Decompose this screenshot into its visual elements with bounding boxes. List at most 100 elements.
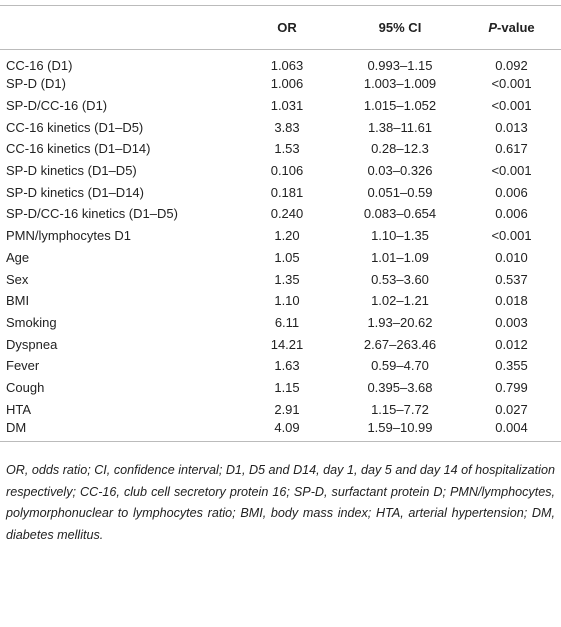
cell: 1.031 (270, 98, 304, 114)
row-label: DM (0, 420, 236, 443)
footnote: OR, odds ratio; CI, confidence interval;… (6, 463, 555, 542)
table-row: Fever 1.63 0.59–4.70 0.355 (0, 355, 561, 377)
cell: 0.003 (495, 314, 528, 330)
header-cell (0, 5, 236, 50)
table-row: Sex 1.35 0.53–3.60 0.537 (0, 268, 561, 290)
cell: 0.006 (495, 184, 528, 200)
cell: 1.38–11.61 (367, 119, 433, 135)
table-row: CC-16 kinetics (D1–D14) 1.53 0.28–12.3 0.61… (0, 138, 561, 160)
row-label: Fever (6, 358, 40, 374)
cell: 6.11 (274, 314, 300, 330)
cell: 0.617 (495, 141, 528, 157)
cell: 1.93–20.62 (367, 314, 433, 330)
table-row: HTA 2.91 1.15–7.72 0.027 (0, 398, 561, 420)
row-label: Age (6, 249, 30, 265)
cell: 0.993–1.15 (367, 58, 433, 73)
cell: 2.91 (274, 401, 300, 417)
cell: 0.59–4.70 (371, 358, 429, 374)
cell: 1.53 (274, 141, 300, 157)
cell: 1.05 (274, 249, 300, 265)
cell: 1.01–1.09 (371, 249, 429, 265)
cell: 0.012 (495, 336, 528, 352)
row-label: PMN/lymphocytes D1 (6, 228, 131, 244)
table-row: BMI 1.10 1.02–1.21 0.018 (0, 290, 561, 312)
row-label: Dyspnea (6, 336, 58, 352)
table-row: Cough 1.15 0.395–3.68 0.799 (0, 377, 561, 399)
results-table: OR 95% CI P-value CC-16 (D1) 1.063 0.993–1… (0, 5, 561, 443)
cell: <0.001 (491, 163, 532, 179)
row-label: Smoking (6, 314, 57, 330)
table-header: OR 95% CI P-value (0, 5, 561, 50)
cell: 14.21 (270, 336, 304, 352)
cell: 0.53–3.60 (371, 271, 429, 287)
cell: 0.013 (495, 119, 528, 135)
cell: 0.355 (495, 358, 528, 374)
table-row: SP-D/CC-16 kinetics (D1–D5) 0.240 0.083–0.… (0, 203, 561, 225)
cell: 0.051–0.59 (367, 184, 433, 200)
table-row: SP-D kinetics (D1–D5) 0.106 0.03–0.326 <0.0… (0, 160, 561, 182)
table-row: CC-16 kinetics (D1–D5) 3.83 1.38–11.61 0.01… (0, 116, 561, 138)
row-label: Cough (6, 379, 45, 395)
cell: 1.10–1.35 (371, 228, 429, 244)
cell: 0.28–12.3 (371, 141, 429, 157)
header-row: OR 95% CI P-value (0, 5, 561, 50)
cell: 1.15–7.72 (371, 401, 429, 417)
cell: 0.395–3.68 (367, 379, 433, 395)
table-row: Age 1.05 1.01–1.09 0.010 (0, 247, 561, 269)
cell: 0.092 (495, 58, 528, 73)
row-label: SP-D kinetics (D1–D5) (6, 163, 137, 179)
cell: 1.015–1.052 (363, 98, 437, 114)
cell: 0.018 (495, 293, 528, 309)
cell: 4.09 (236, 420, 338, 443)
cell: 0.010 (495, 249, 528, 265)
cell: 1.10 (274, 293, 300, 309)
cell: 1.006 (270, 76, 304, 92)
table-row: PMN/lymphocytes D1 1.20 1.10–1.35 <0.001 (0, 225, 561, 247)
header-cell: 95% CI (338, 5, 462, 50)
cell: 0.03–0.326 (367, 163, 433, 179)
header-italic: P (488, 20, 498, 35)
table-row: SP-D/CC-16 (D1) 1.031 1.015–1.052 <0.001 (0, 95, 561, 117)
row-label: Sex (6, 271, 29, 287)
table-row: DM 4.09 1.59–10.99 0.004 (0, 420, 561, 443)
cell: 0.181 (270, 184, 304, 200)
cell: 2.67–263.46 (363, 336, 437, 352)
cell: 0.537 (495, 271, 528, 287)
cell: 1.003–1.009 (363, 76, 437, 92)
table-body: CC-16 (D1) 1.063 0.993–1.15 0.092 SP-D (D1) 1… (0, 50, 561, 443)
row-label: SP-D/CC-16 kinetics (D1–D5) (6, 206, 178, 222)
cell: 1.02–1.21 (371, 293, 429, 309)
cell: 1.63 (274, 358, 300, 374)
cell: 0.240 (270, 206, 304, 222)
cell: 1.59–10.99 (338, 420, 462, 443)
cell: 1.15 (274, 379, 300, 395)
row-label: HTA (6, 401, 32, 417)
cell: 0.083–0.654 (363, 206, 437, 222)
header-cell: OR (236, 5, 338, 50)
row-label: SP-D kinetics (D1–D14) (6, 184, 144, 200)
row-label: SP-D/CC-16 (D1) (6, 98, 108, 114)
table-row: SP-D (D1) 1.006 1.003–1.009 <0.001 (0, 73, 561, 95)
header-text: -value (497, 20, 535, 35)
row-label: SP-D (D1) (6, 76, 66, 92)
cell: 0.006 (495, 206, 528, 222)
cell: 1.35 (274, 271, 300, 287)
table-row: CC-16 (D1) 1.063 0.993–1.15 0.092 (0, 50, 561, 73)
table-row: Smoking 6.11 1.93–20.62 0.003 (0, 312, 561, 334)
cell: <0.001 (491, 76, 532, 92)
cell: <0.001 (491, 228, 532, 244)
row-label: CC-16 kinetics (D1–D14) (6, 141, 151, 157)
cell: 0.106 (270, 163, 304, 179)
cell: 3.83 (274, 119, 300, 135)
row-label: BMI (6, 293, 30, 309)
row-label: CC-16 kinetics (D1–D5) (6, 119, 144, 135)
cell: 0.027 (495, 401, 528, 417)
header-cell: P-value (462, 5, 561, 50)
table-row: SP-D kinetics (D1–D14) 0.181 0.051–0.59 0.0… (0, 181, 561, 203)
table-row: Dyspnea 14.21 2.67–263.46 0.012 (0, 333, 561, 355)
cell: 0.004 (462, 420, 561, 443)
cell: <0.001 (491, 98, 532, 114)
cell: 1.063 (270, 58, 304, 73)
cell: 1.20 (274, 228, 300, 244)
